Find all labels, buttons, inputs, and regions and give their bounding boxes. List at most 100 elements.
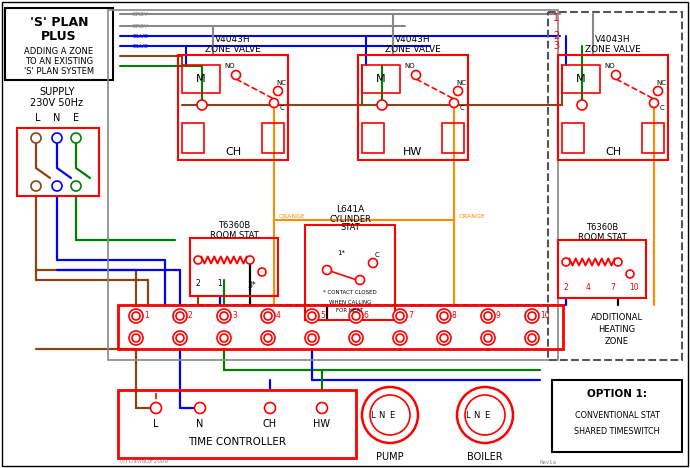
Circle shape: [308, 334, 316, 342]
Bar: [262, 123, 284, 153]
Text: T6360B: T6360B: [586, 224, 618, 233]
Circle shape: [437, 331, 451, 345]
Circle shape: [71, 181, 81, 191]
Bar: [118, 305, 563, 349]
Circle shape: [626, 270, 634, 278]
Bar: [5, 8, 113, 80]
Bar: [182, 123, 204, 153]
Circle shape: [396, 312, 404, 320]
Bar: [182, 65, 220, 93]
Circle shape: [481, 309, 495, 323]
Text: CH: CH: [605, 147, 621, 157]
Bar: [562, 123, 584, 153]
Circle shape: [308, 312, 316, 320]
Text: STAT: STAT: [340, 224, 360, 233]
Text: Rev1a: Rev1a: [540, 460, 557, 465]
Text: * CONTACT CLOSED: * CONTACT CLOSED: [323, 291, 377, 295]
Circle shape: [173, 309, 187, 323]
Text: ROOM STAT: ROOM STAT: [210, 232, 258, 241]
Circle shape: [440, 312, 448, 320]
Circle shape: [317, 402, 328, 414]
Text: N: N: [378, 410, 384, 419]
Circle shape: [525, 331, 539, 345]
Text: OPTION 1:: OPTION 1:: [587, 389, 647, 399]
Text: M: M: [576, 74, 586, 84]
Text: N: N: [197, 419, 204, 429]
Text: 1*: 1*: [337, 250, 345, 256]
Circle shape: [129, 331, 143, 345]
Circle shape: [349, 331, 363, 345]
Circle shape: [217, 331, 231, 345]
Text: 1: 1: [217, 279, 222, 288]
Text: ORANGE: ORANGE: [279, 213, 306, 219]
Text: L641A: L641A: [336, 205, 364, 213]
Text: 230V 50Hz: 230V 50Hz: [30, 98, 83, 108]
Text: TO AN EXISTING: TO AN EXISTING: [25, 58, 93, 66]
Circle shape: [614, 258, 622, 266]
Text: ZONE: ZONE: [605, 337, 629, 346]
Circle shape: [349, 309, 363, 323]
Text: 'S' PLAN SYSTEM: 'S' PLAN SYSTEM: [24, 67, 94, 76]
Circle shape: [264, 312, 272, 320]
Text: HW: HW: [404, 147, 423, 157]
Text: C: C: [279, 105, 284, 111]
Text: 3*: 3*: [248, 281, 257, 291]
Bar: [642, 123, 664, 153]
Circle shape: [362, 387, 418, 443]
Circle shape: [322, 265, 331, 275]
Text: CYLINDER: CYLINDER: [329, 214, 371, 224]
Text: 'S' PLAN: 'S' PLAN: [30, 15, 88, 29]
Circle shape: [194, 256, 202, 264]
Bar: [442, 123, 464, 153]
Text: C: C: [659, 105, 664, 111]
Circle shape: [261, 309, 275, 323]
Circle shape: [355, 276, 364, 285]
Text: L: L: [370, 410, 374, 419]
Circle shape: [305, 309, 319, 323]
Bar: [190, 238, 278, 296]
Text: GREY: GREY: [132, 12, 149, 16]
Text: 10: 10: [540, 312, 550, 321]
Circle shape: [649, 98, 658, 108]
Text: 2: 2: [564, 284, 569, 292]
Text: L: L: [153, 419, 159, 429]
Circle shape: [393, 331, 407, 345]
Circle shape: [217, 309, 231, 323]
Bar: [362, 123, 384, 153]
Text: WHEN CALLING: WHEN CALLING: [329, 300, 371, 305]
Text: ZONE VALVE: ZONE VALVE: [385, 44, 441, 53]
Circle shape: [273, 87, 282, 95]
Text: M: M: [196, 74, 206, 84]
Circle shape: [246, 256, 254, 264]
Bar: [305, 225, 395, 320]
Bar: [118, 390, 356, 458]
Text: TIME CONTROLLER: TIME CONTROLLER: [188, 437, 286, 447]
Text: ORANGE: ORANGE: [459, 213, 486, 219]
Bar: [108, 10, 558, 360]
Bar: [562, 65, 600, 93]
Circle shape: [264, 334, 272, 342]
Text: L: L: [35, 113, 41, 123]
Circle shape: [352, 334, 360, 342]
Text: NO: NO: [405, 63, 415, 69]
Circle shape: [525, 309, 539, 323]
Text: 6: 6: [364, 312, 369, 321]
Text: 8: 8: [452, 312, 457, 321]
Circle shape: [173, 331, 187, 345]
Text: 4: 4: [586, 284, 591, 292]
Bar: [178, 55, 288, 160]
Text: 1: 1: [553, 13, 559, 23]
Circle shape: [270, 98, 279, 108]
Circle shape: [528, 312, 536, 320]
Text: PLUS: PLUS: [41, 29, 77, 43]
Circle shape: [31, 133, 41, 143]
Circle shape: [52, 133, 62, 143]
Circle shape: [437, 309, 451, 323]
Circle shape: [220, 334, 228, 342]
Text: (c) DavidOz 2009: (c) DavidOz 2009: [120, 460, 168, 465]
Text: NO: NO: [225, 63, 235, 69]
Text: 2: 2: [553, 31, 560, 41]
Circle shape: [457, 387, 513, 443]
Circle shape: [195, 402, 206, 414]
Circle shape: [132, 334, 140, 342]
